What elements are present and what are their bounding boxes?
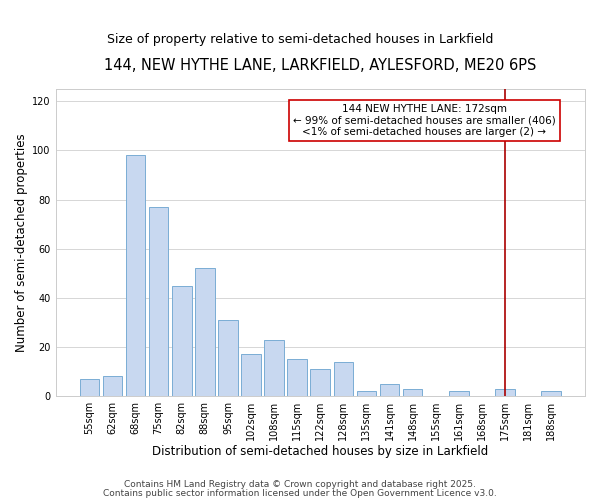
X-axis label: Distribution of semi-detached houses by size in Larkfield: Distribution of semi-detached houses by … — [152, 444, 488, 458]
Bar — [264, 340, 284, 396]
Bar — [334, 362, 353, 396]
Bar — [103, 376, 122, 396]
Bar — [172, 286, 191, 396]
Title: 144, NEW HYTHE LANE, LARKFIELD, AYLESFORD, ME20 6PS: 144, NEW HYTHE LANE, LARKFIELD, AYLESFOR… — [104, 58, 536, 72]
Bar — [195, 268, 215, 396]
Bar — [310, 369, 330, 396]
Bar — [218, 320, 238, 396]
Text: Size of property relative to semi-detached houses in Larkfield: Size of property relative to semi-detach… — [107, 32, 493, 46]
Text: Contains HM Land Registry data © Crown copyright and database right 2025.: Contains HM Land Registry data © Crown c… — [124, 480, 476, 489]
Bar — [241, 354, 261, 396]
Bar — [541, 391, 561, 396]
Bar — [403, 388, 422, 396]
Bar — [80, 379, 99, 396]
Bar — [149, 207, 169, 396]
Y-axis label: Number of semi-detached properties: Number of semi-detached properties — [15, 133, 28, 352]
Bar — [356, 391, 376, 396]
Bar — [380, 384, 400, 396]
Bar — [287, 359, 307, 396]
Bar — [495, 388, 515, 396]
Bar — [126, 156, 145, 396]
Text: 144 NEW HYTHE LANE: 172sqm
← 99% of semi-detached houses are smaller (406)
<1% o: 144 NEW HYTHE LANE: 172sqm ← 99% of semi… — [293, 104, 556, 137]
Text: Contains public sector information licensed under the Open Government Licence v3: Contains public sector information licen… — [103, 488, 497, 498]
Bar — [449, 391, 469, 396]
